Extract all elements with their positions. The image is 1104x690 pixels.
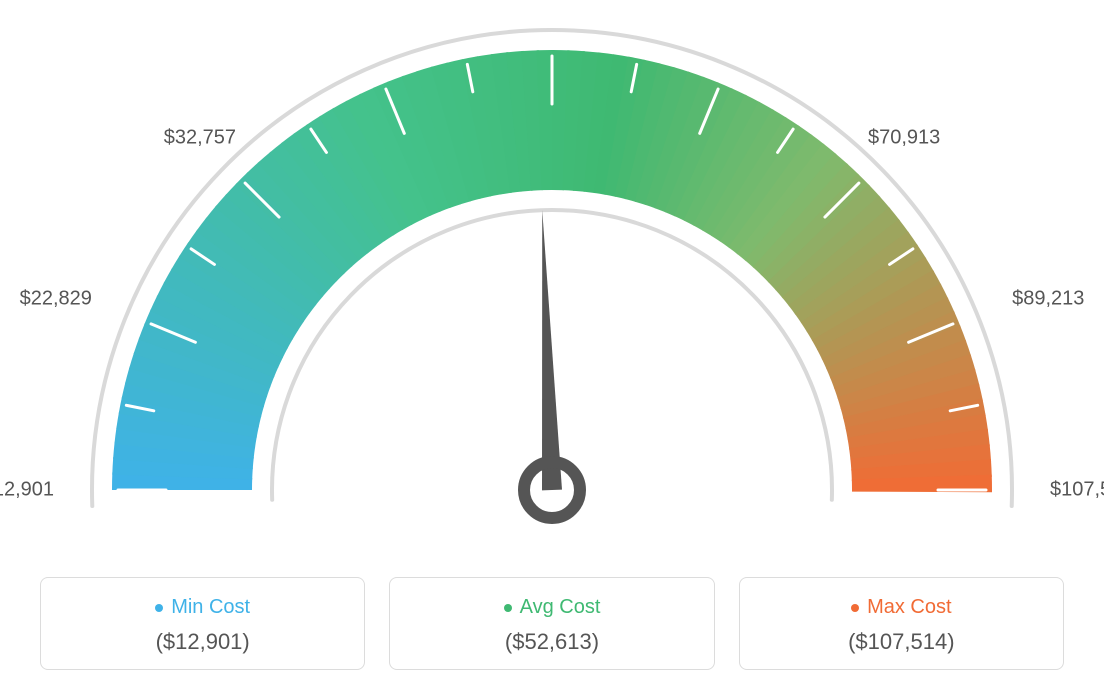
card-value: ($12,901) — [51, 629, 354, 655]
dot-icon — [504, 604, 512, 612]
summary-cards: Min Cost ($12,901) Avg Cost ($52,613) Ma… — [40, 577, 1064, 670]
gauge-tick-label: $70,913 — [868, 126, 940, 149]
dot-icon — [851, 604, 859, 612]
gauge-tick-label: $89,213 — [1012, 288, 1084, 311]
card-value: ($52,613) — [400, 629, 703, 655]
max-cost-card: Max Cost ($107,514) — [739, 577, 1064, 670]
avg-cost-card: Avg Cost ($52,613) — [389, 577, 714, 670]
gauge-area: $12,901$22,829$32,757$52,613$70,913$89,2… — [0, 0, 1104, 540]
card-value: ($107,514) — [750, 629, 1053, 655]
card-title-label: Avg Cost — [520, 596, 601, 619]
gauge-tick-label: $107,514 — [1050, 479, 1104, 502]
gauge-svg — [0, 0, 1104, 540]
card-title-label: Min Cost — [171, 596, 250, 619]
card-title-label: Max Cost — [867, 596, 951, 619]
cost-gauge-chart: $12,901$22,829$32,757$52,613$70,913$89,2… — [0, 0, 1104, 690]
dot-icon — [155, 604, 163, 612]
gauge-tick-label: $12,901 — [0, 479, 54, 502]
gauge-tick-label: $32,757 — [164, 126, 236, 149]
gauge-tick-label: $22,829 — [20, 288, 92, 311]
min-cost-card: Min Cost ($12,901) — [40, 577, 365, 670]
